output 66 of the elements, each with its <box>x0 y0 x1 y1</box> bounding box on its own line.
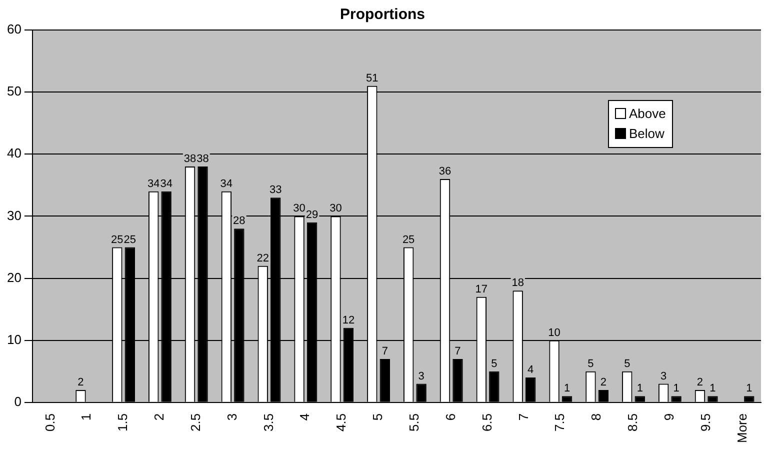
y-tick-label: 40 <box>6 146 22 161</box>
data-label: 1 <box>564 382 570 395</box>
data-label: 5 <box>588 358 594 370</box>
x-tick-label: 7.5 <box>552 413 568 432</box>
x-tick-label: 4.5 <box>334 413 349 432</box>
data-label: 36 <box>438 165 452 178</box>
data-label: 7 <box>454 345 461 358</box>
x-tick-label: More <box>734 413 750 444</box>
data-label: 30 <box>293 202 306 215</box>
x-tick-label: 8.5 <box>625 413 640 432</box>
data-label: 17 <box>475 283 488 296</box>
data-label: 25 <box>402 234 415 246</box>
data-label: 5 <box>491 358 498 370</box>
x-tick-label: 9.5 <box>698 413 713 432</box>
x-tick-label: 1.5 <box>115 413 130 432</box>
x-tick-label: 4 <box>297 413 312 421</box>
data-label: 34 <box>147 178 160 190</box>
data-label: 28 <box>233 215 246 228</box>
chart-title: Proportions <box>340 6 425 24</box>
x-tick-label: 2 <box>152 413 167 421</box>
y-tick-label: 60 <box>6 22 22 37</box>
x-tick-label: 1 <box>78 413 94 421</box>
data-label: 1 <box>746 382 752 395</box>
data-label: 22 <box>256 252 269 264</box>
x-tick-label: 8 <box>588 413 604 421</box>
y-tick-label: 20 <box>6 270 22 285</box>
x-tick-label: 5 <box>370 413 386 421</box>
data-label: 3 <box>660 370 667 382</box>
data-label: 29 <box>306 208 318 221</box>
data-label: 2 <box>600 376 607 388</box>
x-tick-label: 0.5 <box>42 413 58 432</box>
data-label: 1 <box>636 382 643 395</box>
data-label: 33 <box>269 184 282 196</box>
legend-label: Above <box>628 105 666 123</box>
legend-label: Below <box>628 125 666 143</box>
data-label: 34 <box>220 178 233 190</box>
data-label: 2 <box>78 376 84 388</box>
y-tick-label: 50 <box>6 84 22 99</box>
data-label: 4 <box>528 364 534 376</box>
x-tick-label: 6.5 <box>479 413 494 432</box>
y-tick-label: 0 <box>14 394 22 409</box>
data-label: 12 <box>342 314 355 326</box>
x-tick-label: 7 <box>516 413 531 421</box>
data-label: 25 <box>124 234 136 246</box>
data-label: 1 <box>673 382 680 395</box>
x-tick-label: 6 <box>442 413 458 421</box>
data-label: 34 <box>160 178 172 190</box>
x-tick-label: 3 <box>224 413 240 421</box>
x-tick-label: 9 <box>662 413 677 421</box>
y-tick-label: 30 <box>6 208 22 223</box>
data-label: 30 <box>330 202 342 215</box>
x-tick-label: 2.5 <box>188 413 203 432</box>
x-tick-label: 5.5 <box>406 413 422 432</box>
data-label: 2 <box>696 376 704 388</box>
data-label: 7 <box>382 345 388 358</box>
data-label: 18 <box>512 277 524 290</box>
y-tick-label: 10 <box>6 332 22 347</box>
data-label: 38 <box>184 153 196 166</box>
data-label: 3 <box>418 370 424 382</box>
data-label: 38 <box>196 153 209 166</box>
data-label: 5 <box>624 358 630 370</box>
data-label: 25 <box>111 234 124 246</box>
data-label: 10 <box>548 326 560 339</box>
data-label: 51 <box>366 72 378 84</box>
x-tick-label: 3.5 <box>260 413 276 432</box>
data-label: 1 <box>710 382 716 395</box>
